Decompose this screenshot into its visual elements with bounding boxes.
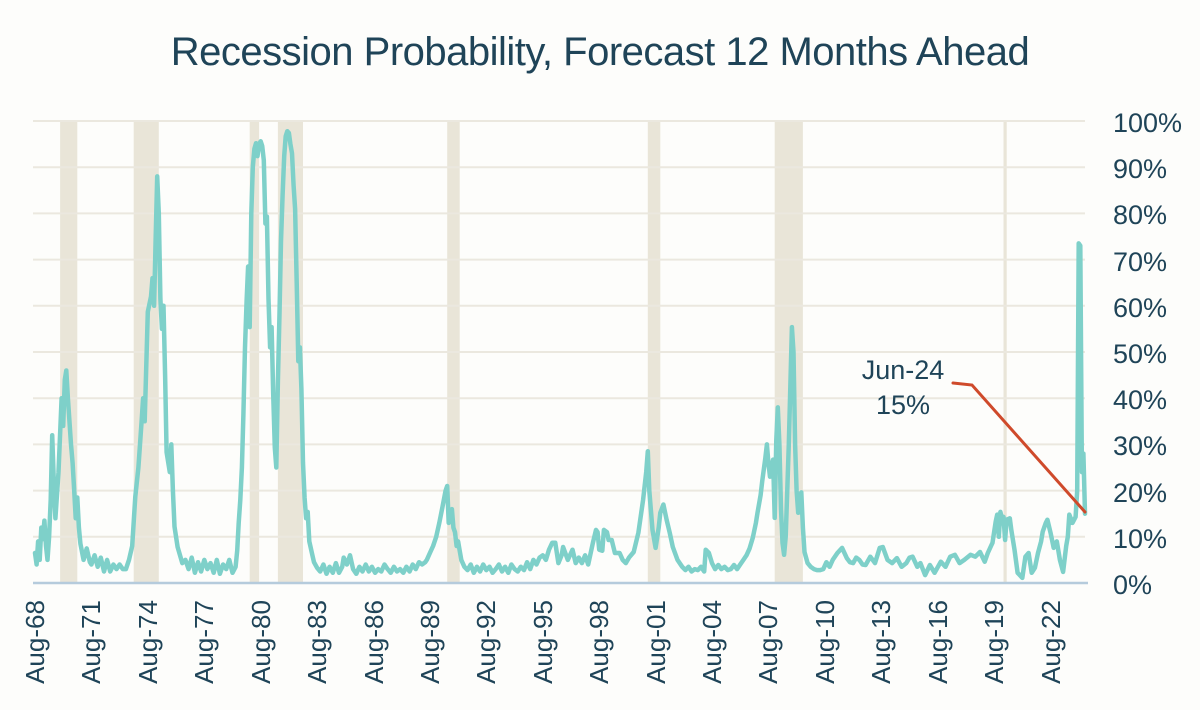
x-tick-label: Aug-95 [528,600,558,684]
probability-line [32,128,1088,581]
annotation-value: 15% [875,390,931,420]
x-tick-label: Aug-98 [584,600,614,684]
x-tick-label: Aug-19 [979,600,1009,684]
x-tick-label: Aug-83 [302,600,332,684]
annotation-leader-line [951,381,1087,514]
y-tick-label: 50% [1113,339,1168,369]
x-tick-label: Aug-07 [753,600,783,684]
y-tick-label: 60% [1113,293,1168,323]
x-tick-label: Aug-16 [923,600,953,684]
x-tick-label: Aug-89 [415,600,445,684]
x-tick-label: Aug-86 [359,600,389,684]
x-tick-label: Aug-92 [471,600,501,684]
x-tick-label: Aug-13 [866,600,896,684]
y-tick-label: 0% [1113,570,1153,600]
x-tick-label: Aug-77 [189,600,219,684]
y-tick-label: 80% [1113,200,1168,230]
x-tick-label: Aug-04 [697,600,727,684]
x-tick-label: Aug-01 [641,600,671,684]
annotation-date: Jun-24 [861,355,945,385]
y-tick-label: 90% [1113,154,1168,184]
y-tick-label: 10% [1113,524,1168,554]
y-tick-label: 100% [1113,108,1183,138]
x-tick-label: Aug-22 [1036,600,1066,684]
x-tick-label: Aug-10 [810,600,840,684]
y-tick-label: 30% [1113,431,1168,461]
annotation-label: Jun-24 15% [829,353,977,423]
y-tick-label: 40% [1113,385,1168,415]
y-tick-label: 70% [1113,247,1168,277]
chart-title: Recession Probability, Forecast 12 Month… [170,30,1030,74]
x-tick-label: Aug-80 [246,600,276,684]
x-tick-label: Aug-71 [76,600,106,684]
y-tick-label: 20% [1113,478,1168,508]
x-tick-label: Aug-74 [133,600,163,684]
x-tick-label: Aug-68 [20,600,50,684]
